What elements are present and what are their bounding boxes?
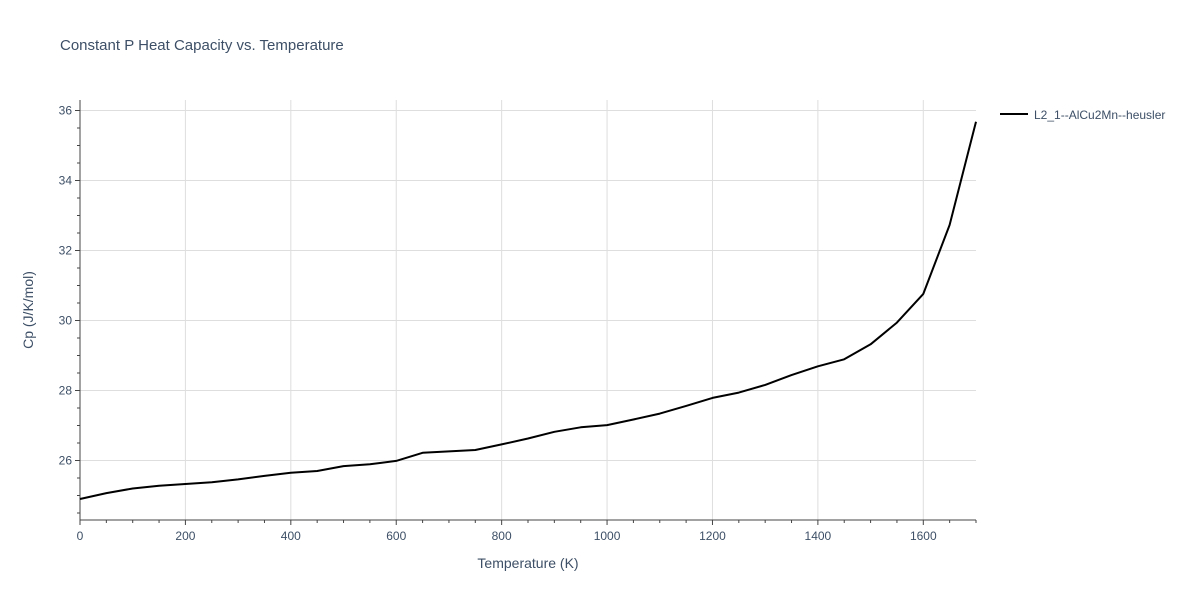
x-tick-label: 1200 — [699, 529, 726, 543]
y-tick-label: 36 — [59, 104, 73, 118]
y-tick-label: 28 — [59, 384, 73, 398]
y-axis-title: Cp (J/K/mol) — [20, 271, 36, 349]
axes — [75, 100, 977, 525]
chart-title: Constant P Heat Capacity vs. Temperature — [60, 37, 344, 54]
x-axis-title: Temperature (K) — [477, 555, 578, 571]
y-tick-label: 34 — [59, 174, 73, 188]
series-lines — [79, 121, 977, 500]
x-tick-label: 600 — [386, 529, 406, 543]
x-tick-label: 0 — [77, 529, 84, 543]
series-line[interactable] — [79, 121, 977, 500]
x-tick-label: 400 — [281, 529, 301, 543]
y-tick-label: 32 — [59, 244, 73, 258]
y-tick-label: 26 — [59, 454, 73, 468]
x-tick-label: 800 — [492, 529, 512, 543]
y-tick-label: 30 — [59, 314, 73, 328]
x-tick-label: 1000 — [594, 529, 621, 543]
y-grid — [80, 110, 976, 461]
x-tick-label: 1400 — [805, 529, 832, 543]
x-tick-label: 200 — [175, 529, 195, 543]
x-tick-label: 1600 — [910, 529, 937, 543]
x-tick-labels: 0 200 400 600 800 1000 1200 1400 1600 — [77, 529, 937, 543]
legend-label: L2_1--AlCu2Mn--heusler — [1034, 108, 1165, 122]
y-tick-labels: 26 28 30 32 34 36 — [59, 104, 73, 468]
x-grid — [184, 100, 924, 520]
legend[interactable]: L2_1--AlCu2Mn--heusler — [1000, 108, 1165, 122]
